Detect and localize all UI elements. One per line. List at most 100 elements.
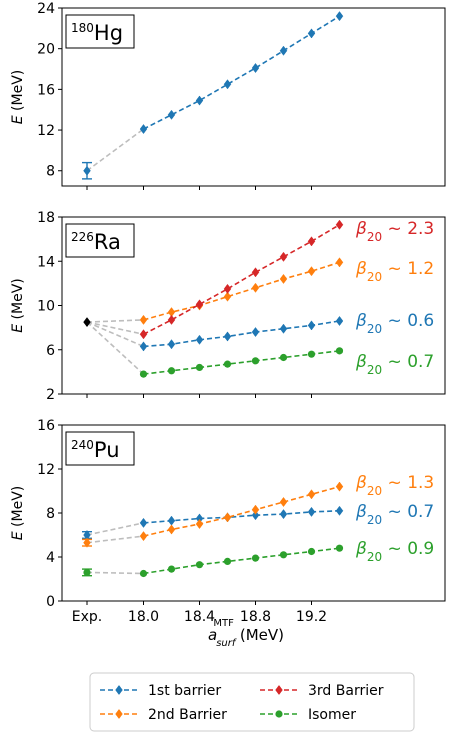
exp-connector xyxy=(86,321,145,375)
legend-marker xyxy=(275,684,283,696)
legend-label: 3rd Barrier xyxy=(308,683,384,699)
data-point-2nd-barrier xyxy=(139,531,148,542)
beta-annotation: β20 ~ 2.3 xyxy=(355,219,434,244)
data-point-3rd-barrier xyxy=(223,283,232,294)
exp-connector xyxy=(86,321,144,336)
exp-point-isomer xyxy=(83,568,91,577)
exp-point-2nd-barrier xyxy=(83,537,91,548)
panel-ra: 2 6 10 14 18 E (MeV) β20 ~ 2.3 β20 ~ 1.2 β20 ~ 0… xyxy=(10,210,446,403)
data-point-1st-barrier xyxy=(279,509,288,520)
data-point-1st-barrier xyxy=(279,323,288,334)
x-tick-label: 18.0 xyxy=(128,609,159,625)
beta-annotation: β20 ~ 0.7 xyxy=(355,502,434,527)
series-line-2nd-barrier xyxy=(143,261,340,321)
data-point-1st-barrier xyxy=(167,339,176,350)
data-point-isomer xyxy=(223,360,232,368)
data-point-3rd-barrier xyxy=(335,219,344,230)
exp-connector xyxy=(86,319,144,323)
data-point-3rd-barrier xyxy=(279,251,288,262)
legend-marker xyxy=(115,684,123,696)
x-tick-label: 18.4 xyxy=(184,609,215,625)
data-point-2nd-barrier xyxy=(279,496,288,508)
x-tick-label: Exp. xyxy=(72,609,102,625)
data-point-1st-barrier xyxy=(167,515,176,526)
data-point-1st-barrier xyxy=(139,341,148,352)
y-tick-label: 12 xyxy=(37,462,55,478)
y-axis-label: E (MeV) xyxy=(10,278,26,333)
beta-annotation: β20 ~ 0.7 xyxy=(355,352,434,377)
data-point-2nd-barrier xyxy=(251,504,260,515)
series-line-2nd-barrier xyxy=(143,485,340,537)
beta-annotation: β20 ~ 1.3 xyxy=(355,473,434,498)
x-tick-label: 19.2 xyxy=(296,609,327,625)
data-point-isomer xyxy=(195,363,204,372)
exp-connector xyxy=(86,321,144,348)
plot-frame xyxy=(61,7,446,187)
series-line-isomer xyxy=(143,350,340,375)
data-point-isomer xyxy=(139,569,148,578)
exp-connector xyxy=(86,128,144,172)
legend-frame xyxy=(89,672,415,732)
data-point-2nd-barrier xyxy=(223,291,232,302)
data-point-1st-barrier xyxy=(307,320,316,331)
beta-annotation: β20 ~ 0.6 xyxy=(355,311,434,336)
data-point-2nd-barrier xyxy=(139,314,148,325)
data-point-1st-barrier xyxy=(167,109,176,120)
beta-annotation: β20 ~ 1.2 xyxy=(355,259,434,284)
y-axis-label: E (MeV) xyxy=(10,486,26,541)
data-point-isomer xyxy=(223,557,232,566)
data-point-1st-barrier xyxy=(139,124,148,135)
series-line-1st-barrier xyxy=(143,510,340,524)
beta-annotation: β20 ~ 0.9 xyxy=(355,539,434,564)
data-point-2nd-barrier xyxy=(279,273,288,284)
data-point-isomer xyxy=(167,565,176,573)
data-point-1st-barrier xyxy=(307,28,316,39)
data-point-3rd-barrier xyxy=(167,314,176,325)
legend-label: 1st barrier xyxy=(148,683,221,699)
legend-label: Isomer xyxy=(308,707,356,723)
nucleus-label-frame xyxy=(65,14,135,49)
y-tick-label: 2 xyxy=(46,387,55,403)
data-point-isomer xyxy=(195,561,204,569)
data-point-3rd-barrier xyxy=(139,329,148,340)
data-point-isomer xyxy=(335,347,344,355)
nucleus-label-text: 226Ra xyxy=(71,230,121,254)
data-point-isomer xyxy=(279,353,288,362)
data-point-1st-barrier xyxy=(335,505,344,516)
data-point-1st-barrier xyxy=(251,62,260,74)
legend-item-1st-barrier: 1st barrier xyxy=(100,683,221,699)
exp-point-1st-barrier xyxy=(83,165,91,176)
y-tick-label: 0 xyxy=(46,594,55,610)
data-point-2nd-barrier xyxy=(195,518,204,530)
data-point-1st-barrier xyxy=(335,315,344,327)
data-point-2nd-barrier xyxy=(307,489,316,500)
series-line-1st-barrier xyxy=(143,15,340,130)
y-tick-label: 12 xyxy=(37,123,55,139)
exp-connector xyxy=(86,522,144,536)
y-tick-label: 14 xyxy=(37,254,55,270)
y-tick-label: 8 xyxy=(46,164,55,180)
y-tick-label: 6 xyxy=(46,343,55,359)
data-point-1st-barrier xyxy=(279,45,288,56)
data-point-isomer xyxy=(251,357,260,365)
data-point-2nd-barrier xyxy=(167,524,176,535)
data-point-3rd-barrier xyxy=(307,236,316,247)
y-tick-label: 20 xyxy=(37,42,55,58)
data-point-3rd-barrier xyxy=(195,299,204,310)
data-point-isomer xyxy=(307,547,316,556)
data-point-isomer xyxy=(335,544,344,552)
data-point-1st-barrier xyxy=(251,327,260,338)
nucleus-label-text: 240Pu xyxy=(71,438,120,462)
series-line-3rd-barrier xyxy=(143,224,340,335)
y-tick-label: 10 xyxy=(37,299,55,315)
data-point-2nd-barrier xyxy=(335,257,344,268)
exp-connector xyxy=(86,571,144,575)
y-tick-label: 18 xyxy=(37,210,55,226)
nucleus-label-frame xyxy=(65,431,135,466)
data-point-1st-barrier xyxy=(251,510,260,521)
data-point-2nd-barrier xyxy=(307,266,316,277)
plot-frame xyxy=(61,216,446,395)
nucleus-label-frame xyxy=(65,223,135,258)
legend-item-isomer: Isomer xyxy=(260,707,356,723)
